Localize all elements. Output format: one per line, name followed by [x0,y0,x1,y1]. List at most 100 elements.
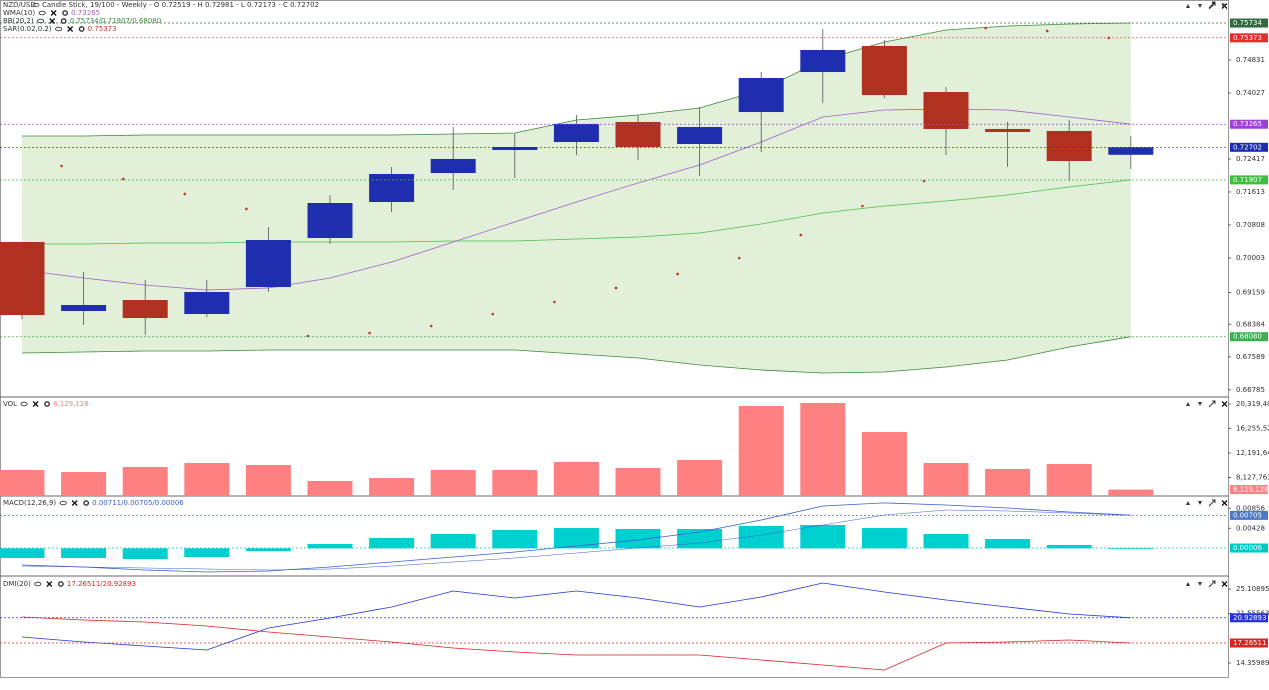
value-box-label: 0.00705 [1233,511,1262,519]
volume-bar [738,405,784,496]
sar-dot [799,233,803,237]
value-box [1230,485,1268,495]
indicator-name: MACD(12,26,9) [3,499,56,507]
value-box [1230,510,1268,520]
y-tick-label: 0.74831 [1236,56,1265,64]
link-icon [32,2,40,8]
bollinger-band-area [22,23,1131,374]
move-up-icon [1186,582,1190,586]
y-tick-label: 0.74027 [1236,89,1265,97]
volume-bar [245,465,291,496]
sar-dot [861,204,864,208]
y-tick-label: 0.66785 [1236,386,1265,394]
volume-bar [430,470,476,496]
frame [0,0,1229,678]
expand-icon [1208,580,1216,588]
histogram-bar [369,538,415,549]
expand-icon [1208,1,1216,9]
sar-dot [491,312,495,316]
indicator-value: 17.26511/20.92893 [67,580,136,588]
histogram-bar [861,528,907,549]
symbol: NZD/USD [3,1,36,9]
histogram-bar [1046,544,1092,549]
value-box [1230,175,1268,185]
settings-icon [83,500,90,506]
indicator-value: 0.75734/0.71907/0.68080 [70,17,162,25]
y-tick-label: 0.71613 [1236,188,1265,196]
eye-icon [38,10,46,16]
indicator-value: 0.75373 [88,25,117,33]
histogram-bar [122,548,168,560]
candle-body [0,242,45,316]
value-box [1230,142,1268,152]
y-tick-label: 0.72417 [1236,155,1265,163]
volume-bar [492,470,538,496]
eye-icon [20,401,28,407]
histogram-bar [553,528,599,549]
y-tick-label: 0.00856 [1236,504,1265,512]
value-box [1230,18,1268,28]
settings-icon [44,401,50,407]
histogram-bar [61,548,107,559]
sar-dot [676,272,679,276]
indicator-name: BB(20,2) [3,17,34,25]
candle-body [122,300,168,319]
value-box-label: 0.71907 [1233,176,1262,184]
sar-dot [368,331,371,335]
value-box-label: 20.92893 [1233,614,1266,622]
candle-body [677,127,723,144]
sar-dot [245,207,248,211]
close-icon [1221,500,1228,506]
value-box-label: 6,129,128 [1233,486,1269,494]
indicator-name: DMI(20) [3,580,31,588]
y-tick-label: 20,319,407 [1236,400,1269,408]
move-up-icon [1186,4,1190,8]
minus-di-line [21,616,1131,671]
close-icon [49,18,56,24]
y-tick-label: 0.70808 [1236,221,1265,229]
y-tick-label: 25.10895 [1236,585,1269,593]
volume-bar [0,470,45,496]
indicator-value: 6,129,128 [53,400,89,408]
volume-bar [369,478,415,496]
value-box-label: 0.75373 [1233,34,1262,42]
candle-body [369,173,415,203]
indicator-name: SAR(0.02,0.2) [3,25,52,33]
volume-bar [923,463,969,496]
settings-icon [78,26,85,32]
value-box-label: 0.00006 [1233,544,1262,552]
value-box [1230,332,1268,342]
bollinger-middle [22,179,1131,245]
signal-line [21,509,1131,571]
sar-dot [614,286,618,290]
settings-icon [57,581,64,587]
histogram-bar [307,544,353,549]
value-box [1230,119,1268,129]
candle-body [430,158,476,173]
indicator-name: WMA(10) [3,9,35,17]
sar-dot [737,256,741,260]
close-icon [1221,581,1228,587]
value-box-label: 0.72702 [1233,143,1262,151]
move-down-icon [1198,4,1202,8]
candle-body [245,240,291,288]
value-box [1230,543,1268,553]
close-icon [50,10,57,16]
sar-dot [1045,29,1049,33]
volume-bar [800,402,846,496]
value-box-label: 0.75734 [1233,19,1262,27]
volume-bar [861,432,907,496]
candle-body [184,292,230,314]
histogram-bar [0,548,45,559]
sar-dot [429,324,433,328]
sar-dot [984,26,987,30]
eye-icon [37,18,45,24]
candle-body [553,123,599,143]
macd-line [21,502,1131,573]
expand-icon [1208,499,1216,507]
histogram-bar [923,534,969,549]
volume-bar [307,480,353,496]
volume-bar [985,468,1031,496]
bollinger-lower [21,336,1131,374]
histogram-bar [245,548,291,552]
